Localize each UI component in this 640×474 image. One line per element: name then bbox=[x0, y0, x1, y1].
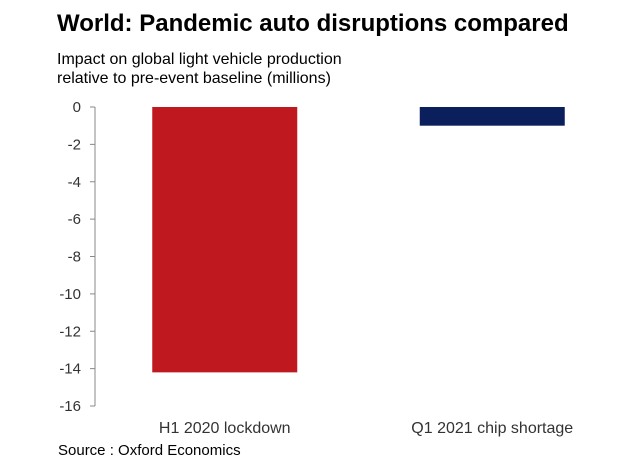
subtitle-line-1: Impact on global light vehicle productio… bbox=[57, 51, 342, 68]
y-tick-label: -16 bbox=[59, 398, 81, 415]
y-tick-label: -2 bbox=[68, 136, 81, 153]
y-tick-label: -10 bbox=[59, 286, 81, 303]
x-category-label: H1 2020 lockdown bbox=[159, 420, 291, 437]
x-axis-labels: H1 2020 lockdown Q1 2021 chip shortage bbox=[159, 420, 573, 437]
chart-title: World: Pandemic auto disruptions compare… bbox=[57, 10, 569, 37]
y-tick-label: -6 bbox=[68, 211, 81, 228]
y-tick-label: -12 bbox=[59, 323, 81, 340]
bar bbox=[152, 107, 298, 373]
y-tick-label: -14 bbox=[59, 361, 81, 378]
source-note: Source : Oxford Economics bbox=[58, 442, 241, 459]
x-category-label: Q1 2021 chip shortage bbox=[411, 420, 573, 437]
y-tick-label: -8 bbox=[68, 249, 81, 266]
bars-group bbox=[152, 107, 565, 373]
y-tick-label: 0 bbox=[73, 99, 81, 116]
chart-subtitle: Impact on global light vehicle productio… bbox=[57, 50, 342, 88]
subtitle-line-2: relative to pre-event baseline (millions… bbox=[57, 70, 331, 87]
y-tick-label: -4 bbox=[68, 174, 81, 191]
bar bbox=[419, 107, 565, 126]
y-axis: 0 -2 -4 -6 -8 -10 -12 -14 -16 bbox=[59, 99, 96, 415]
